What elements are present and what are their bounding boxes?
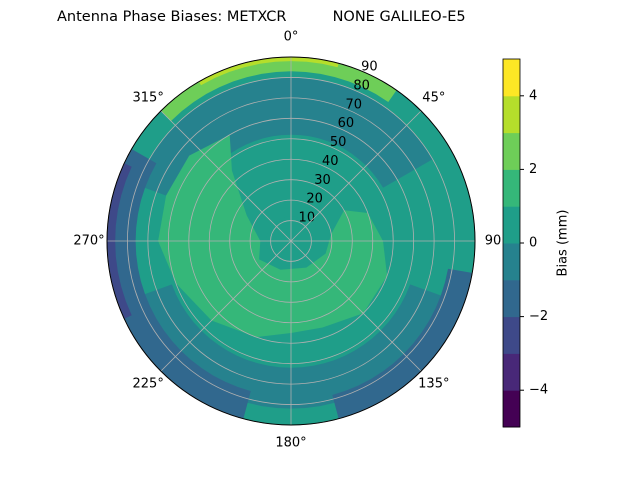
colorbar-bin bbox=[503, 353, 520, 391]
theta-tick-label: 270° bbox=[73, 234, 104, 249]
theta-tick-label: 135° bbox=[418, 376, 449, 391]
polar-frame bbox=[106, 56, 476, 426]
r-tick-label: 90 bbox=[361, 60, 378, 75]
r-tick-label: 70 bbox=[345, 97, 362, 112]
r-tick-label: 10 bbox=[299, 211, 316, 226]
r-tick-label: 50 bbox=[330, 135, 347, 150]
colorbar-bin bbox=[503, 95, 520, 134]
colorbar-label: Bias (mm) bbox=[556, 210, 571, 277]
r-tick-label: 20 bbox=[306, 192, 323, 207]
grid-spoke bbox=[290, 240, 422, 372]
colorbar-tick-label: −2 bbox=[529, 309, 548, 324]
grid-spoke bbox=[160, 240, 292, 372]
theta-tick-label: 45° bbox=[422, 91, 445, 106]
axes: 10 20 30 40 50 60 70 80 90 0° 45° 90 135° 180° 225° 270… bbox=[73, 30, 501, 451]
theta-tick-label: 0° bbox=[284, 30, 299, 45]
contour-region bbox=[137, 77, 433, 205]
chart-title: Antenna Phase Biases: METXCR NONE GALILE… bbox=[57, 9, 466, 25]
colorbar-bin bbox=[503, 132, 520, 170]
theta-tick-label: 225° bbox=[133, 376, 164, 391]
r-tick-label: 40 bbox=[322, 154, 339, 169]
grid-spoke bbox=[290, 110, 422, 242]
colorbar-bin bbox=[503, 279, 520, 318]
grid-spoke bbox=[160, 110, 292, 242]
colorbar-tick-label: 0 bbox=[529, 236, 537, 251]
colorbar-bin bbox=[503, 206, 520, 244]
colorbar-tick-label: 2 bbox=[529, 162, 537, 177]
colorbar-tick-label: −4 bbox=[529, 383, 548, 398]
r-tick-label: 30 bbox=[314, 173, 331, 188]
colorbar-bin bbox=[503, 243, 520, 281]
colorbar-tick-label: 4 bbox=[529, 88, 537, 103]
theta-tick-label: 315° bbox=[133, 91, 164, 106]
r-tick-label: 80 bbox=[353, 78, 370, 93]
colorbar-bin bbox=[503, 316, 520, 354]
contour-region bbox=[107, 143, 251, 425]
colorbar-bin bbox=[503, 169, 520, 207]
contour-region bbox=[332, 268, 475, 425]
colorbar-bin bbox=[503, 59, 520, 97]
r-tick-label: 60 bbox=[338, 116, 355, 131]
contour-region bbox=[158, 134, 388, 338]
theta-tick-label: 90 bbox=[485, 234, 502, 249]
theta-tick-label: 180° bbox=[275, 436, 306, 451]
colorbar-bin bbox=[503, 390, 520, 428]
